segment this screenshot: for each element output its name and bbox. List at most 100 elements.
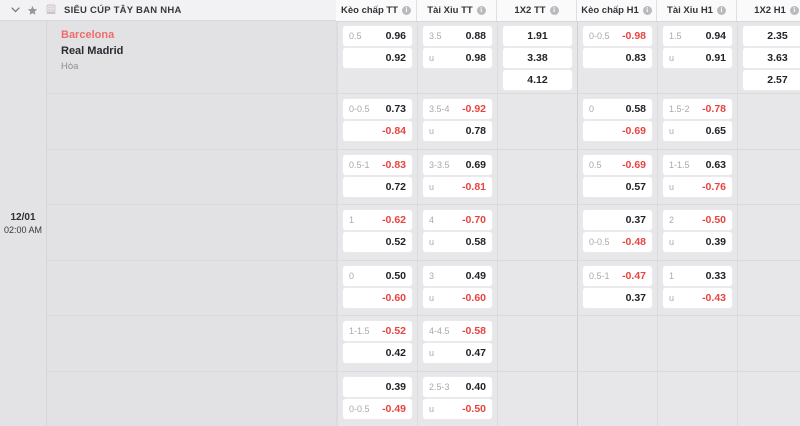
- handicap-label: u: [669, 292, 675, 303]
- odds-cell[interactable]: 0.5-1 -0.83: [343, 154, 412, 175]
- odds-cell[interactable]: 1.91: [503, 26, 572, 46]
- odds-cell[interactable]: 0-0.5 -0.98: [583, 26, 652, 46]
- odds-value: 3.63: [767, 52, 788, 64]
- odds-cell[interactable]: 3-3.5 0.69: [423, 154, 492, 175]
- odds-cell[interactable]: 1 0.33: [663, 265, 732, 286]
- odds-value: 0.33: [705, 269, 726, 282]
- odds-cell[interactable]: u -0.50: [423, 398, 492, 419]
- odds-value: 0.91: [705, 52, 726, 64]
- column-header-handicap-h1[interactable]: Kèo chấp H1 i: [576, 0, 656, 21]
- odds-cell[interactable]: 4 -0.70: [423, 210, 492, 230]
- info-icon[interactable]: i: [716, 6, 726, 15]
- odds-value: 0.39: [705, 236, 726, 248]
- info-icon[interactable]: i: [642, 6, 652, 15]
- odds-cell[interactable]: 0.52: [343, 232, 412, 252]
- odds-cell[interactable]: 0.37: [583, 210, 652, 230]
- odds-col-handicap-h1: 0.37 0-0.5 -0.48: [577, 205, 657, 260]
- odds-cell[interactable]: 0.39: [343, 376, 412, 397]
- odds-cell[interactable]: 3.38: [503, 48, 572, 68]
- info-icon[interactable]: i: [402, 6, 411, 15]
- handicap-label: 0-0.5: [349, 403, 370, 414]
- odds-cell[interactable]: u 0.58: [423, 232, 492, 252]
- handicap-label: 0.5: [589, 159, 602, 170]
- chevron-down-icon[interactable]: [8, 3, 22, 17]
- column-header-handicap-tt[interactable]: Kèo chấp TT i: [336, 0, 416, 21]
- odds-cell[interactable]: 1.5 0.94: [663, 26, 732, 46]
- odds-value: 0.40: [465, 380, 486, 393]
- odds-cell[interactable]: u 0.78: [423, 121, 492, 141]
- odds-cell[interactable]: 0.72: [343, 176, 412, 197]
- teams-spacer: [47, 371, 337, 426]
- odds-value: 2.35: [767, 30, 788, 42]
- odds-col-overunder-h1: 1.5-2 -0.78 u 0.65: [657, 94, 737, 149]
- odds-cell[interactable]: 0.92: [343, 48, 412, 68]
- odds-cell[interactable]: u -0.43: [663, 287, 732, 308]
- odds-col-overunder-tt: 4 -0.70 u 0.58: [417, 205, 497, 260]
- odds-cell[interactable]: 3 0.49: [423, 265, 492, 286]
- odds-cell[interactable]: 2.35: [743, 26, 800, 46]
- league-name: SIÊU CÚP TÂY BAN NHA: [64, 4, 182, 16]
- odds-col-overunder-h1: 2 -0.50 u 0.39: [657, 205, 737, 260]
- odds-cell[interactable]: -0.69: [583, 121, 652, 141]
- column-header-1x2-h1[interactable]: 1X2 H1 i: [736, 0, 800, 21]
- column-header-1x2-tt[interactable]: 1X2 TT i: [496, 0, 576, 21]
- star-icon[interactable]: [24, 2, 40, 18]
- odds-cell[interactable]: 1 -0.62: [343, 210, 412, 230]
- odds-value: 0.52: [385, 236, 406, 248]
- odds-cell[interactable]: 1-1.5 -0.52: [343, 321, 412, 341]
- info-icon[interactable]: i: [476, 6, 486, 15]
- odds-cell[interactable]: 0.5-1 -0.47: [583, 265, 652, 286]
- odds-cell[interactable]: 0 0.50: [343, 265, 412, 286]
- odds-cell[interactable]: 1.5-2 -0.78: [663, 99, 732, 119]
- odds-cell[interactable]: 0.57: [583, 176, 652, 197]
- odds-col-overunder-tt: 2.5-3 0.40 u -0.50: [417, 371, 497, 426]
- odds-cell[interactable]: -0.60: [343, 287, 412, 308]
- odds-col-handicap-tt: 1-1.5 -0.52 0.42: [337, 316, 417, 371]
- handicap-label: u: [429, 348, 435, 358]
- info-icon[interactable]: i: [549, 6, 559, 15]
- odds-cell[interactable]: u 0.98: [423, 48, 492, 68]
- odds-col-1x2-tt: [497, 205, 577, 260]
- odds-cell[interactable]: u -0.81: [423, 176, 492, 197]
- odds-cell[interactable]: 0.83: [583, 48, 652, 68]
- odds-cell[interactable]: 0-0.5 -0.49: [343, 398, 412, 419]
- odds-cell[interactable]: 0.5 0.96: [343, 26, 412, 46]
- odds-col-overunder-tt: 3.5 0.88 u 0.98: [417, 21, 497, 93]
- odds-cell[interactable]: 0-0.5 -0.48: [583, 232, 652, 252]
- column-header-overunder-h1[interactable]: Tài Xỉu H1 i: [656, 0, 736, 21]
- info-icon[interactable]: i: [789, 6, 799, 15]
- odds-cell[interactable]: 3.5 0.88: [423, 26, 492, 46]
- odds-cell[interactable]: u -0.60: [423, 287, 492, 308]
- odds-cell[interactable]: 0.42: [343, 343, 412, 363]
- odds-cell[interactable]: 1-1.5 0.63: [663, 154, 732, 175]
- odds-cell[interactable]: 0 0.58: [583, 99, 652, 119]
- odds-value: 0.69: [465, 158, 486, 171]
- odds-cell[interactable]: 2 -0.50: [663, 210, 732, 230]
- odds-value: 0.96: [385, 30, 406, 42]
- odds-cell[interactable]: u 0.91: [663, 48, 732, 68]
- odds-cell[interactable]: u 0.47: [423, 343, 492, 363]
- odds-cell[interactable]: 3.63: [743, 48, 800, 68]
- odds-cell[interactable]: 2.5-3 0.40: [423, 376, 492, 397]
- odds-cell[interactable]: 4.12: [503, 70, 572, 90]
- match-datetime: 12/01 02:00 AM: [4, 211, 42, 237]
- odds-col-handicap-tt: 1 -0.62 0.52: [337, 205, 417, 260]
- handicap-label: 4-4.5: [429, 326, 450, 336]
- odds-cell[interactable]: u -0.76: [663, 176, 732, 197]
- handicap-label: 1.5: [669, 31, 682, 41]
- odds-cell[interactable]: 2.57: [743, 70, 800, 90]
- odds-cell[interactable]: 0-0.5 0.73: [343, 99, 412, 119]
- odds-cell[interactable]: 4-4.5 -0.58: [423, 321, 492, 341]
- odds-cell[interactable]: 0.5 -0.69: [583, 154, 652, 175]
- odds-cell[interactable]: -0.84: [343, 121, 412, 141]
- column-header-row: Kèo chấp TT i Tài Xỉu TT i 1X2 TT i Kèo …: [336, 0, 800, 22]
- column-header-overunder-tt[interactable]: Tài Xỉu TT i: [416, 0, 496, 21]
- odds-cell[interactable]: u 0.65: [663, 121, 732, 141]
- odds-cell[interactable]: 3.5-4 -0.92: [423, 99, 492, 119]
- odds-cell[interactable]: 0.37: [583, 287, 652, 308]
- odds-cell[interactable]: u 0.39: [663, 232, 732, 252]
- odds-value: -0.52: [382, 325, 406, 337]
- odds-value: -0.47: [622, 269, 646, 282]
- odds-col-overunder-tt: 3 0.49 u -0.60: [417, 260, 497, 315]
- odds-col-1x2-h1: [737, 260, 800, 315]
